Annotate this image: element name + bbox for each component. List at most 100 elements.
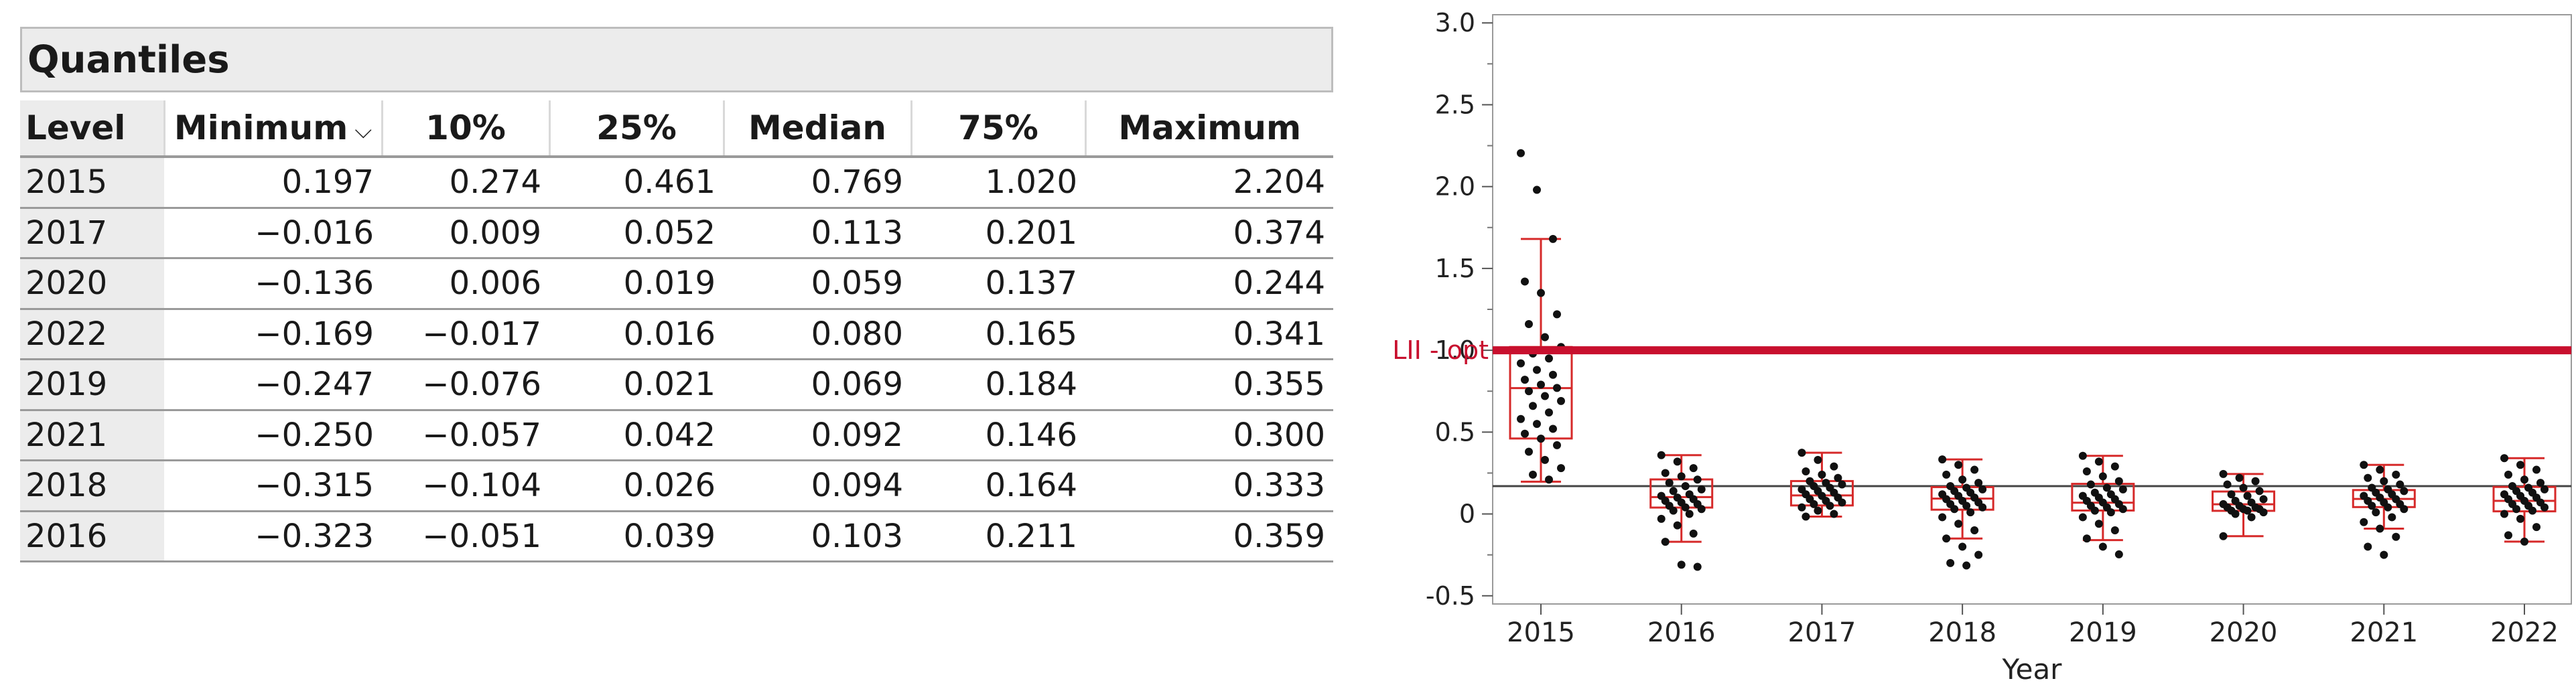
data-point[interactable]	[1669, 487, 1678, 495]
data-point[interactable]	[1521, 429, 1529, 438]
data-point[interactable]	[2090, 506, 2099, 515]
data-point[interactable]	[1798, 449, 1806, 457]
data-point[interactable]	[2259, 495, 2268, 504]
data-point[interactable]	[2106, 508, 2115, 517]
data-point[interactable]	[2540, 485, 2549, 493]
data-point[interactable]	[2376, 524, 2384, 533]
data-point[interactable]	[1549, 234, 1557, 243]
data-point[interactable]	[1517, 359, 1525, 368]
data-point[interactable]	[1669, 506, 1678, 515]
data-point[interactable]	[1541, 333, 1549, 341]
data-point[interactable]	[1557, 396, 1565, 405]
data-point[interactable]	[1978, 485, 1987, 493]
data-point[interactable]	[1533, 366, 1541, 374]
data-point[interactable]	[1962, 561, 1971, 570]
table-row[interactable]: 2019 −0.247 −0.076 0.021 0.069 0.184 0.355	[20, 359, 1333, 411]
data-point[interactable]	[2536, 479, 2545, 487]
data-point[interactable]	[2110, 462, 2119, 471]
data-point[interactable]	[1521, 376, 1529, 384]
data-point[interactable]	[2504, 531, 2512, 540]
table-row[interactable]: 2021 −0.250 −0.057 0.042 0.092 0.146 0.300	[20, 410, 1333, 461]
data-point[interactable]	[2392, 470, 2400, 479]
data-point[interactable]	[1802, 512, 1810, 521]
data-point[interactable]	[1525, 447, 1533, 456]
data-point[interactable]	[1826, 502, 1834, 510]
column-header-10pct[interactable]: 10%	[382, 100, 551, 158]
data-point[interactable]	[2247, 513, 2256, 522]
data-point[interactable]	[1958, 542, 1967, 551]
data-point[interactable]	[1521, 277, 1529, 286]
data-point[interactable]	[1665, 479, 1674, 487]
data-point[interactable]	[1810, 500, 1818, 508]
data-point[interactable]	[1549, 370, 1557, 379]
data-point[interactable]	[1673, 521, 1682, 530]
data-point[interactable]	[1677, 472, 1686, 481]
data-point[interactable]	[2400, 505, 2409, 514]
quantiles-header[interactable]: Quantiles	[20, 27, 1333, 92]
data-point[interactable]	[2380, 477, 2388, 485]
data-point[interactable]	[2500, 510, 2508, 518]
data-point[interactable]	[2360, 518, 2368, 526]
data-point[interactable]	[1954, 520, 1963, 528]
data-point[interactable]	[1681, 482, 1690, 490]
data-point[interactable]	[2086, 480, 2095, 489]
data-point[interactable]	[1814, 506, 1822, 515]
column-header-level[interactable]: Level	[20, 100, 165, 158]
data-point[interactable]	[1657, 451, 1666, 459]
data-point[interactable]	[2098, 472, 2107, 481]
data-point[interactable]	[1838, 498, 1846, 507]
data-point[interactable]	[1942, 534, 1951, 543]
data-point[interactable]	[1978, 503, 1987, 512]
data-point[interactable]	[1697, 485, 1706, 493]
data-point[interactable]	[2243, 506, 2252, 515]
data-point[interactable]	[2094, 520, 2103, 528]
data-point[interactable]	[1834, 473, 1842, 482]
sort-indicator-icon[interactable]: ⌵	[354, 117, 372, 144]
data-point[interactable]	[2372, 508, 2380, 517]
data-point[interactable]	[2082, 467, 2091, 475]
data-point[interactable]	[2512, 505, 2520, 514]
table-row[interactable]: 2017 −0.016 0.009 0.052 0.113 0.201 0.374	[20, 208, 1333, 259]
data-point[interactable]	[1533, 420, 1541, 429]
data-point[interactable]	[1549, 425, 1557, 433]
data-point[interactable]	[2532, 465, 2540, 474]
data-point[interactable]	[1938, 513, 1947, 522]
data-point[interactable]	[1545, 354, 1553, 363]
column-header-25pct[interactable]: 25%	[549, 100, 725, 158]
data-point[interactable]	[1838, 480, 1846, 489]
data-point[interactable]	[2516, 461, 2524, 469]
table-row[interactable]: 2018 −0.315 −0.104 0.026 0.094 0.164 0.333	[20, 460, 1333, 512]
data-point[interactable]	[2520, 537, 2528, 546]
data-point[interactable]	[1942, 470, 1951, 479]
data-point[interactable]	[1537, 289, 1545, 297]
data-point[interactable]	[1529, 402, 1537, 410]
data-point[interactable]	[1525, 320, 1533, 328]
data-point[interactable]	[2396, 480, 2404, 489]
data-point[interactable]	[1557, 464, 1565, 473]
column-header-75pct[interactable]: 75%	[911, 100, 1087, 158]
data-point[interactable]	[2540, 503, 2549, 512]
data-point[interactable]	[1661, 538, 1670, 546]
data-point[interactable]	[2380, 550, 2388, 559]
data-point[interactable]	[2078, 513, 2087, 522]
data-point[interactable]	[1814, 455, 1822, 464]
data-point[interactable]	[1685, 510, 1694, 518]
data-point[interactable]	[1970, 465, 1979, 474]
data-point[interactable]	[1681, 503, 1690, 512]
data-point[interactable]	[2532, 523, 2540, 532]
data-point[interactable]	[2400, 487, 2409, 495]
data-point[interactable]	[2082, 534, 2091, 543]
data-point[interactable]	[1673, 457, 1682, 466]
data-point[interactable]	[1830, 510, 1838, 518]
data-point[interactable]	[1517, 414, 1525, 423]
data-point[interactable]	[2259, 508, 2268, 517]
data-point[interactable]	[1529, 470, 1537, 479]
data-point[interactable]	[1553, 310, 1561, 319]
data-point[interactable]	[1545, 408, 1553, 416]
table-row[interactable]: 2015 0.197 0.274 0.461 0.769 1.020 2.204	[20, 157, 1333, 209]
data-point[interactable]	[1661, 469, 1670, 477]
data-point[interactable]	[2243, 491, 2252, 500]
data-point[interactable]	[1693, 475, 1702, 484]
data-point[interactable]	[2235, 473, 2244, 482]
data-point[interactable]	[1553, 441, 1561, 449]
